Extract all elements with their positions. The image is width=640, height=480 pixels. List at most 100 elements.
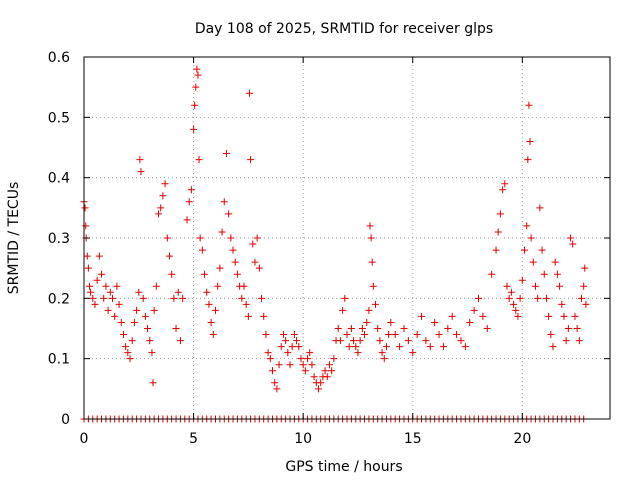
data-point-marker: [106, 288, 114, 296]
y-tick-label: 0.1: [48, 352, 70, 368]
data-point-marker: [448, 312, 456, 320]
data-point-marker: [501, 180, 509, 188]
data-point-marker: [238, 294, 246, 302]
data-point-marker: [193, 65, 201, 73]
data-point-marker: [207, 318, 215, 326]
data-point-marker: [260, 312, 268, 320]
data-point-marker: [95, 252, 103, 260]
data-point-marker: [558, 300, 566, 308]
data-point-marker: [198, 246, 206, 254]
data-point-marker: [457, 337, 465, 345]
x-tick-label: 20: [513, 431, 531, 447]
x-tick-label: 5: [189, 431, 198, 447]
data-point-marker: [435, 331, 443, 339]
data-point-marker: [347, 325, 355, 332]
data-point-marker: [295, 343, 303, 351]
data-point-marker: [525, 101, 533, 109]
data-point-marker: [553, 270, 561, 278]
data-point-marker: [148, 349, 156, 357]
data-point-marker: [165, 252, 173, 260]
data-point-marker: [264, 349, 272, 357]
data-point-marker: [336, 337, 344, 345]
data-point-marker: [251, 258, 259, 266]
data-point-marker: [268, 367, 276, 375]
data-point-marker: [293, 337, 301, 345]
data-point-marker: [245, 89, 253, 97]
data-point-marker: [505, 294, 513, 302]
data-point-marker: [290, 331, 298, 339]
data-point-marker: [578, 294, 586, 302]
data-point-marker: [286, 361, 294, 369]
data-point-marker: [461, 343, 469, 351]
data-point-marker: [470, 306, 478, 314]
data-point-marker: [538, 246, 546, 254]
data-point-marker: [317, 379, 325, 387]
data-point-marker: [122, 343, 130, 351]
data-point-marker: [253, 234, 261, 242]
data-point-marker: [400, 325, 408, 332]
data-point-marker: [139, 294, 147, 302]
data-point-marker: [271, 379, 279, 387]
data-point-marker: [126, 355, 134, 363]
data-point-marker: [136, 156, 144, 164]
data-point-marker: [195, 156, 203, 164]
x-tick-label: 0: [80, 431, 89, 447]
data-point-marker: [149, 379, 157, 387]
data-point-marker: [547, 331, 555, 339]
data-point-marker: [418, 312, 426, 320]
data-point-marker: [255, 264, 263, 272]
data-point-marker: [130, 318, 138, 326]
data-point-marker: [556, 282, 564, 290]
data-point-marker: [413, 331, 421, 339]
data-markers: [80, 65, 590, 423]
data-point-marker: [444, 325, 452, 332]
data-point-marker: [179, 294, 187, 302]
data-point-marker: [510, 300, 518, 308]
data-point-marker: [529, 258, 537, 266]
y-tick-label: 0: [61, 412, 70, 428]
data-point-marker: [187, 186, 195, 194]
data-point-marker: [496, 210, 504, 218]
data-point-marker: [514, 312, 522, 320]
data-point-marker: [571, 312, 579, 320]
data-point-marker: [404, 337, 412, 345]
data-point-marker: [426, 343, 434, 351]
x-axis-label: GPS time / hours: [285, 459, 402, 475]
data-point-marker: [385, 331, 393, 339]
y-tick-label: 0.2: [48, 291, 70, 307]
data-point-marker: [536, 204, 544, 212]
data-point-marker: [209, 331, 217, 339]
data-point-marker: [104, 306, 112, 314]
grid-lines: [84, 57, 610, 419]
data-point-marker: [214, 282, 222, 290]
data-point-marker: [562, 337, 570, 345]
data-point-marker: [306, 349, 314, 357]
data-point-marker: [117, 318, 125, 326]
data-point-marker: [325, 361, 333, 369]
data-point-marker: [82, 222, 90, 230]
data-point-marker: [575, 337, 583, 345]
data-point-marker: [356, 337, 364, 345]
data-point-marker: [567, 234, 575, 242]
data-point-marker: [581, 264, 589, 272]
data-point-marker: [369, 282, 377, 290]
data-point-marker: [488, 270, 496, 278]
data-point-marker: [111, 312, 119, 320]
data-point-marker: [551, 258, 559, 266]
data-point-marker: [521, 246, 529, 254]
y-tick-label: 0.5: [48, 110, 70, 126]
y-tick-label: 0.6: [48, 50, 70, 66]
data-point-marker: [194, 71, 202, 79]
data-point-marker: [279, 331, 287, 339]
data-point-marker: [527, 234, 535, 242]
data-point-marker: [84, 264, 92, 272]
data-point-marker: [174, 288, 182, 296]
data-point-marker: [222, 150, 230, 158]
data-point-marker: [212, 306, 219, 314]
data-point-marker: [231, 258, 239, 266]
data-point-marker: [170, 294, 178, 302]
data-point-marker: [225, 210, 233, 218]
data-point-marker: [499, 186, 507, 194]
y-axis-label: SRMTID / TECUs: [6, 182, 22, 295]
data-point-marker: [439, 343, 447, 351]
